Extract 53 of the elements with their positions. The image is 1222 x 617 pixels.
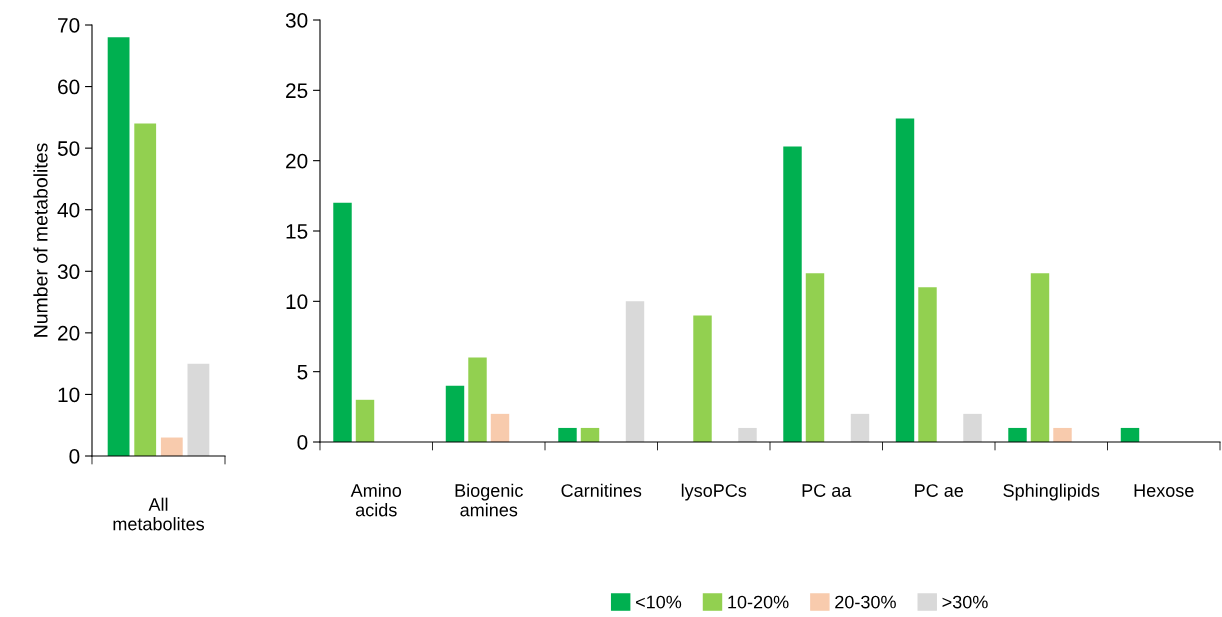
bar bbox=[468, 357, 487, 442]
legend-label: 10-20% bbox=[728, 595, 789, 609]
bar bbox=[558, 427, 577, 442]
y-tick-label: 0 bbox=[69, 449, 80, 464]
y-tick-label: 0 bbox=[297, 435, 308, 450]
bar bbox=[963, 413, 982, 442]
bar bbox=[333, 202, 352, 442]
x-tick-label: All metabolites bbox=[113, 497, 205, 531]
y-tick-label: 40 bbox=[57, 202, 80, 218]
bar bbox=[693, 315, 712, 442]
bar bbox=[918, 287, 937, 442]
bar bbox=[355, 399, 375, 442]
bar bbox=[107, 37, 130, 456]
y-tick-label: 70 bbox=[58, 18, 80, 33]
legend-label: >30% bbox=[942, 595, 988, 609]
bar bbox=[1120, 427, 1140, 442]
x-tick-label: Carnitines bbox=[561, 483, 642, 497]
bar bbox=[445, 385, 465, 442]
bar bbox=[1053, 427, 1072, 442]
y-tick-label: 25 bbox=[286, 83, 308, 99]
bar bbox=[1008, 427, 1027, 442]
x-tick-label: Hexose bbox=[1134, 484, 1194, 497]
bar bbox=[187, 363, 210, 456]
x-tick-label: PC ae bbox=[915, 484, 964, 497]
y-tick-label: 15 bbox=[286, 224, 308, 239]
legend-label: 20-30% bbox=[835, 595, 896, 609]
y-tick-label: 10 bbox=[286, 294, 308, 310]
y-tick-label: 60 bbox=[58, 79, 80, 95]
y-tick-label: 50 bbox=[57, 141, 80, 156]
x-tick-label: lysoPCs bbox=[681, 483, 747, 501]
x-tick-label: Biogenic amines bbox=[455, 483, 523, 517]
y-tick-label: 5 bbox=[297, 364, 308, 380]
bar bbox=[895, 118, 915, 442]
y-tick-label: 20 bbox=[58, 325, 80, 341]
y-tick-label: 30 bbox=[285, 13, 308, 28]
bar bbox=[805, 273, 825, 442]
y-tick-label: 10 bbox=[58, 387, 80, 403]
y-axis-title: Number of metabolites bbox=[33, 143, 48, 337]
x-tick-label: Amino acids bbox=[350, 483, 402, 517]
x-tick-label: PC aa bbox=[802, 484, 852, 497]
bar bbox=[850, 413, 870, 442]
bar bbox=[738, 427, 757, 442]
y-tick-label: 20 bbox=[286, 153, 308, 169]
bar bbox=[580, 427, 600, 442]
bar bbox=[783, 146, 802, 442]
legend-label: <10% bbox=[636, 595, 682, 609]
bar bbox=[1030, 273, 1050, 442]
x-tick-label: Sphinglipids bbox=[1003, 483, 1100, 501]
bar bbox=[160, 437, 183, 456]
bar bbox=[490, 413, 510, 442]
bar bbox=[625, 301, 645, 442]
y-tick-label: 30 bbox=[57, 264, 80, 280]
bar bbox=[134, 123, 157, 456]
